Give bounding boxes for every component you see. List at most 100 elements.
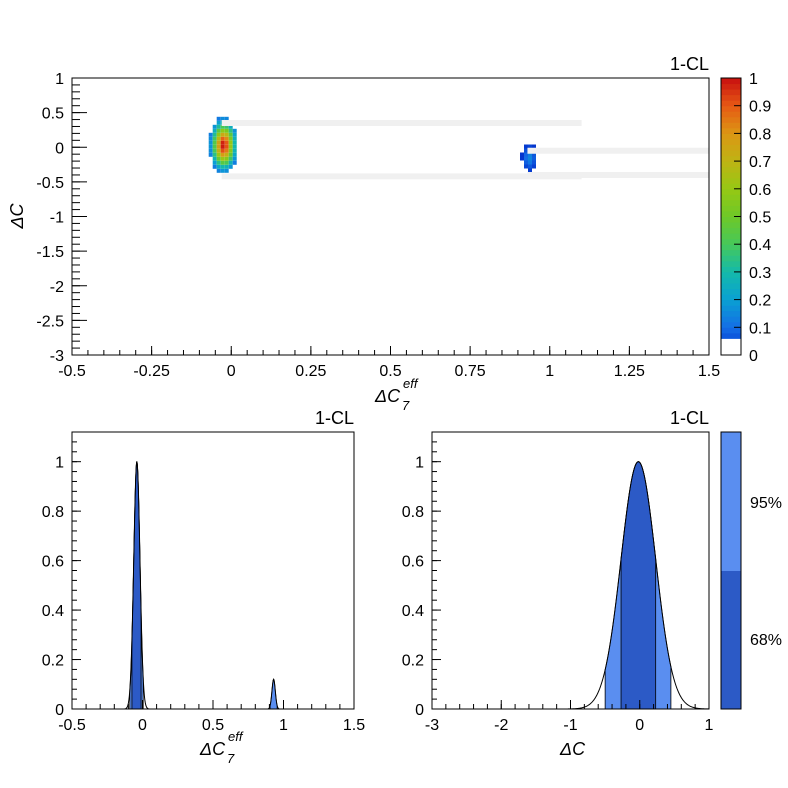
colorbar-ticks: 1 0.9 0.8 0.7 0.6 0.5 0.4 0.3 0.2 0.1 0	[734, 71, 771, 365]
heatmap-cell	[224, 140, 229, 145]
colorbar-tick-label: 0.4	[749, 237, 771, 254]
heatmap-cell	[528, 160, 532, 165]
heatmap-cell	[216, 164, 221, 169]
bottom-right-x-axis-label: ΔC	[559, 739, 586, 759]
heatmap-cell	[220, 124, 225, 129]
heatmap-cell	[228, 152, 233, 157]
heatmap-cell	[528, 152, 532, 157]
colorbar-segment	[721, 216, 741, 223]
heatmap-cell	[212, 152, 217, 157]
heatmap-cell	[212, 164, 217, 169]
colorbar-segment	[721, 172, 741, 179]
heatmap-cell	[216, 120, 221, 125]
heatmap-cell	[520, 156, 524, 161]
bottom-right-title: 1-CL	[670, 408, 709, 428]
heatmap-cell	[220, 136, 225, 141]
colorbar-segment	[721, 177, 741, 184]
heatmap-cell	[228, 156, 233, 161]
heatmap-cells	[208, 116, 709, 180]
colorbar-segment	[721, 238, 741, 245]
heatmap-cell	[224, 128, 229, 133]
heatmap-cell	[216, 160, 221, 165]
colorbar-tick-label: 0.2	[749, 293, 771, 310]
heatmap-cell	[228, 148, 233, 153]
y-tick-label: 0.2	[402, 653, 424, 670]
bottom-right-x-ticks: -3 -2 -1 0 1	[425, 700, 714, 734]
heatmap-cell	[520, 152, 524, 157]
top-x-axis-label: ΔC	[374, 386, 401, 406]
bottom-left-title: 1-CL	[315, 408, 354, 428]
colorbar-segment	[721, 138, 741, 145]
heatmap-cell	[208, 144, 213, 149]
heatmap-cell	[524, 164, 528, 169]
heatmap-cell	[224, 152, 229, 157]
bottom-right-bands	[604, 461, 672, 710]
heatmap-cell	[528, 164, 532, 169]
colorbar-segment	[721, 199, 741, 206]
legend-label-68: 68%	[750, 632, 782, 649]
heatmap-cell	[212, 148, 217, 153]
heatmap-cell	[224, 124, 229, 129]
heatmap-cell	[532, 164, 536, 169]
x-tick-label: 0	[635, 717, 644, 734]
x-tick-label: 1	[279, 717, 288, 734]
top-panel: -0.5 -0.25 0 0.25 0.5 0.75 1 1.25 1.5 10.50-0.5-…	[7, 54, 771, 413]
bottom-right-panel: -3 -2 -1 0 1 0 0.2 0.4 0.6 0.8 1 1-CL ΔC	[402, 408, 714, 759]
heatmap-cell	[220, 152, 225, 157]
colorbar-tick-label: 0.5	[749, 210, 771, 227]
colorbar-segment	[721, 166, 741, 173]
x-tick-label: 0.25	[295, 363, 326, 380]
heatmap-cell	[224, 160, 229, 165]
heatmap-cell	[220, 160, 225, 165]
top-x-axis-label-sup: eff	[403, 376, 419, 391]
x-tick-label: 1.5	[343, 717, 365, 734]
heatmap-cell	[212, 128, 217, 133]
heatmap-cell	[216, 168, 221, 173]
colorbar-segment	[721, 288, 741, 295]
heatmap-cell	[232, 156, 237, 161]
colorbar-segment	[721, 150, 741, 157]
bottom-left-plot-frame	[71, 431, 355, 710]
x-tick-label: 1	[705, 717, 714, 734]
bottom-left-y-ticks: 0 0.2 0.4 0.6 0.8 1	[42, 431, 81, 719]
heatmap-cell	[232, 160, 237, 165]
colorbar-segment	[721, 327, 741, 334]
y-tick-label: -2.5	[36, 313, 64, 330]
colorbar-segment	[721, 116, 741, 123]
colorbar-segment	[721, 222, 741, 229]
colorbar-segment	[721, 332, 741, 339]
heatmap-cell	[220, 116, 225, 121]
heatmap-cell	[216, 148, 221, 153]
heatmap-cell	[212, 140, 217, 145]
heatmap-cell	[208, 152, 213, 157]
heatmap-cell	[232, 152, 237, 157]
colorbar-segment	[721, 205, 741, 212]
heatmap-cell	[208, 132, 213, 137]
colorbar-segment	[721, 299, 741, 306]
x-tick-label: -2	[494, 717, 508, 734]
legend-swatch-95	[721, 432, 741, 571]
heatmap-cell	[228, 144, 233, 149]
heatmap-cell	[232, 136, 237, 141]
colorbar-segment	[721, 349, 741, 356]
heatmap-cell	[216, 116, 221, 121]
heatmap-cell	[228, 160, 233, 165]
heatmap-cell	[224, 148, 229, 153]
heatmap-cell	[224, 156, 229, 161]
heatmap-cell	[228, 136, 233, 141]
heatmap-cell	[212, 160, 217, 165]
colorbar-segment	[721, 83, 741, 90]
heatmap-cell	[224, 132, 229, 137]
colorbar-segment	[721, 89, 741, 96]
colorbar-segment	[721, 144, 741, 151]
colorbar-segment	[721, 94, 741, 101]
y-tick-label: 0.6	[42, 554, 64, 571]
heatmap-cell	[228, 128, 233, 133]
heatmap-cell	[212, 132, 217, 137]
bottom-left-x-axis-label-sub: 7	[227, 751, 235, 766]
heatmap-cell	[224, 116, 229, 121]
heatmap-cell	[524, 148, 528, 153]
heatmap-cell	[216, 124, 221, 129]
heatmap-cell	[232, 132, 237, 137]
colorbar-segment	[721, 111, 741, 118]
